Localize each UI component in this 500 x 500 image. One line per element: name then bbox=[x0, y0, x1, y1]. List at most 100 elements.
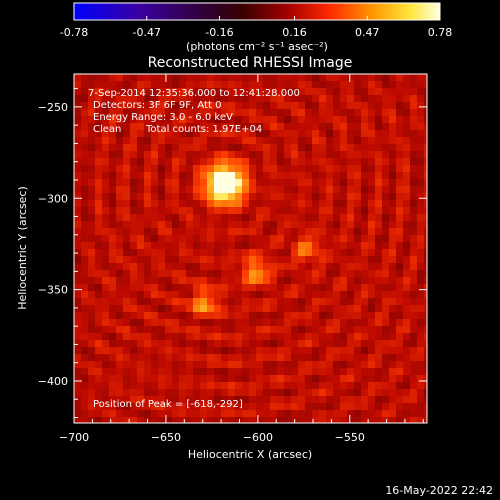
heatmap-cell bbox=[298, 298, 305, 305]
heatmap-cell bbox=[95, 235, 102, 242]
heatmap-cell bbox=[144, 361, 151, 368]
heatmap-cell bbox=[144, 368, 151, 375]
heatmap-cell bbox=[305, 116, 312, 123]
heatmap-cell bbox=[263, 305, 270, 312]
heatmap-cell bbox=[165, 410, 172, 417]
heatmap-cell bbox=[382, 291, 389, 298]
heatmap-cell bbox=[305, 179, 312, 186]
heatmap-cell bbox=[396, 375, 403, 382]
heatmap-cell bbox=[284, 284, 291, 291]
heatmap-cell bbox=[249, 375, 256, 382]
heatmap-cell bbox=[88, 284, 95, 291]
heatmap-cell bbox=[298, 144, 305, 151]
heatmap-cell bbox=[319, 144, 326, 151]
heatmap-cell bbox=[207, 347, 214, 354]
heatmap-cell bbox=[270, 333, 277, 340]
heatmap-cell bbox=[116, 109, 123, 116]
heatmap-cell bbox=[375, 270, 382, 277]
heatmap-cell bbox=[263, 410, 270, 417]
heatmap-cell bbox=[221, 109, 228, 116]
heatmap-cell bbox=[424, 186, 427, 193]
heatmap-cell bbox=[207, 305, 214, 312]
heatmap-cell bbox=[326, 123, 333, 130]
heatmap-cell bbox=[137, 291, 144, 298]
heatmap-cell bbox=[228, 417, 235, 423]
heatmap-cell bbox=[228, 305, 235, 312]
heatmap-cell bbox=[137, 417, 144, 423]
heatmap-cell bbox=[144, 186, 151, 193]
heatmap-cell bbox=[144, 410, 151, 417]
heatmap-cell bbox=[263, 81, 270, 88]
heatmap-cell bbox=[347, 396, 354, 403]
heatmap-cell bbox=[116, 347, 123, 354]
heatmap-cell bbox=[123, 361, 130, 368]
heatmap-cell bbox=[410, 228, 417, 235]
heatmap-cell bbox=[382, 165, 389, 172]
heatmap-cell bbox=[74, 88, 81, 95]
heatmap-cell bbox=[228, 319, 235, 326]
heatmap-cell bbox=[81, 389, 88, 396]
heatmap-cell bbox=[319, 74, 326, 81]
heatmap-cell bbox=[179, 256, 186, 263]
heatmap-cell bbox=[368, 305, 375, 312]
heatmap-cell bbox=[249, 165, 256, 172]
heatmap-cell bbox=[263, 165, 270, 172]
heatmap-cell bbox=[95, 375, 102, 382]
heatmap-cell bbox=[165, 396, 172, 403]
heatmap-cell bbox=[214, 340, 221, 347]
heatmap-cell bbox=[88, 74, 95, 81]
heatmap-cell bbox=[179, 305, 186, 312]
heatmap-cell bbox=[130, 242, 137, 249]
heatmap-cell bbox=[333, 165, 340, 172]
heatmap-cell bbox=[424, 221, 427, 228]
heatmap-cell bbox=[74, 368, 81, 375]
heatmap-cell bbox=[207, 81, 214, 88]
heatmap-cell bbox=[361, 284, 368, 291]
heatmap-cell bbox=[116, 326, 123, 333]
heatmap-cell bbox=[417, 207, 424, 214]
heatmap-cell bbox=[130, 207, 137, 214]
heatmap-cell bbox=[158, 123, 165, 130]
heatmap-cell bbox=[340, 410, 347, 417]
heatmap-cell bbox=[144, 256, 151, 263]
annotation-peak-position: Position of Peak = [-618,-292] bbox=[93, 399, 243, 410]
heatmap-cell bbox=[312, 172, 319, 179]
heatmap-cell bbox=[144, 200, 151, 207]
heatmap-cell bbox=[214, 263, 221, 270]
heatmap-cell bbox=[151, 137, 158, 144]
heatmap-cell bbox=[382, 340, 389, 347]
heatmap-cell bbox=[242, 207, 249, 214]
heatmap-cell bbox=[410, 291, 417, 298]
heatmap-cell bbox=[424, 305, 427, 312]
heatmap-cell bbox=[256, 319, 263, 326]
heatmap-cell bbox=[340, 319, 347, 326]
heatmap-cell bbox=[382, 242, 389, 249]
heatmap-cell bbox=[263, 403, 270, 410]
heatmap-cell bbox=[242, 102, 249, 109]
heatmap-cell bbox=[207, 312, 214, 319]
heatmap-cell bbox=[102, 340, 109, 347]
heatmap-cell bbox=[193, 256, 200, 263]
heatmap-cell bbox=[88, 158, 95, 165]
heatmap-cell bbox=[347, 214, 354, 221]
heatmap-cell bbox=[179, 277, 186, 284]
heatmap-cell bbox=[165, 361, 172, 368]
heatmap-cell bbox=[270, 347, 277, 354]
heatmap-cell bbox=[417, 312, 424, 319]
heatmap-cell bbox=[263, 74, 270, 81]
heatmap-cell bbox=[347, 256, 354, 263]
heatmap-cell bbox=[326, 74, 333, 81]
heatmap-cell bbox=[81, 137, 88, 144]
heatmap-cell bbox=[228, 354, 235, 361]
heatmap-cell bbox=[249, 389, 256, 396]
heatmap-cell bbox=[382, 298, 389, 305]
heatmap-cell bbox=[88, 193, 95, 200]
heatmap-cell bbox=[88, 291, 95, 298]
heatmap-cell bbox=[214, 172, 221, 179]
heatmap-cell bbox=[214, 242, 221, 249]
heatmap-cell bbox=[235, 228, 242, 235]
heatmap-cell bbox=[200, 172, 207, 179]
heatmap-cell bbox=[200, 207, 207, 214]
heatmap-cell bbox=[123, 277, 130, 284]
heatmap-cell bbox=[382, 228, 389, 235]
